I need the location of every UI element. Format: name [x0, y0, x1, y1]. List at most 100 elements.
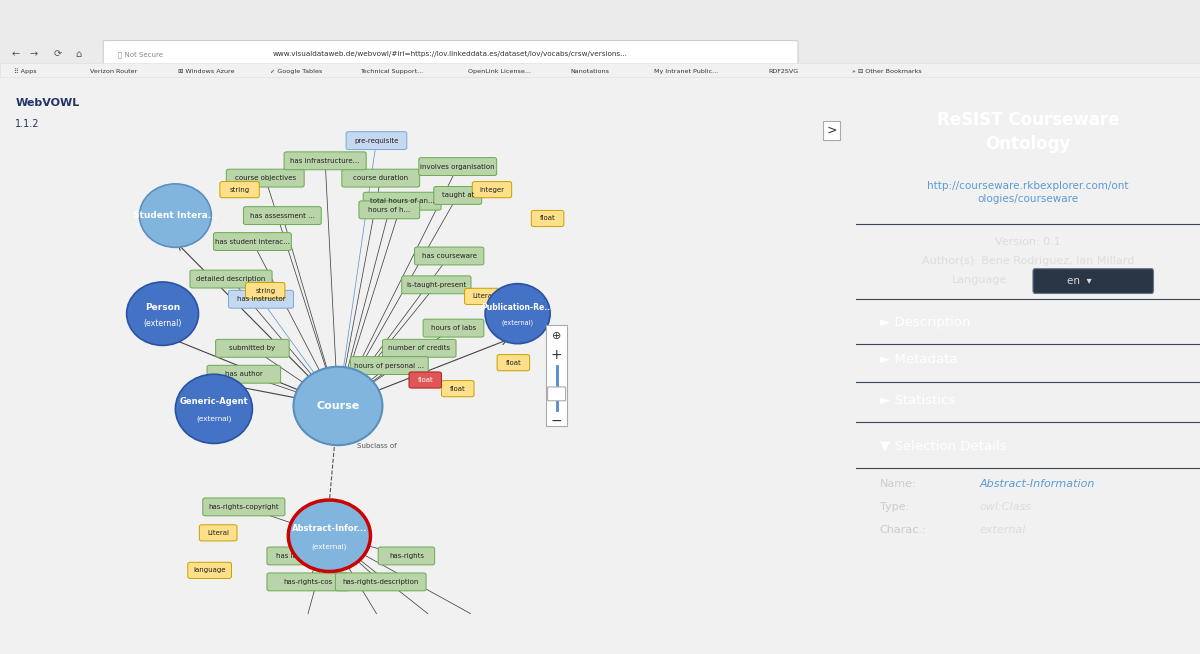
Text: My Intranet Public...: My Intranet Public...	[654, 69, 718, 74]
Text: number of credits: number of credits	[388, 345, 450, 351]
Text: Literal: Literal	[473, 294, 494, 300]
Text: ReSIST Courseware
Ontology: ReSIST Courseware Ontology	[936, 111, 1120, 153]
Text: string: string	[256, 288, 275, 294]
Text: has-rights-description: has-rights-description	[342, 579, 419, 585]
FancyBboxPatch shape	[266, 573, 349, 591]
FancyBboxPatch shape	[0, 0, 1200, 77]
FancyBboxPatch shape	[424, 319, 484, 337]
Text: has student interac...: has student interac...	[215, 239, 290, 245]
Text: Nanotations: Nanotations	[570, 69, 610, 74]
Text: submitted by: submitted by	[229, 345, 276, 351]
FancyBboxPatch shape	[284, 152, 366, 170]
Text: http://courseware.rkbexplorer.com/ont
ologies/courseware: http://courseware.rkbexplorer.com/ont ol…	[928, 181, 1128, 204]
FancyBboxPatch shape	[473, 182, 511, 198]
Text: (external): (external)	[197, 416, 232, 422]
Text: ► Metadata: ► Metadata	[880, 353, 958, 366]
FancyBboxPatch shape	[497, 354, 529, 371]
FancyBboxPatch shape	[190, 270, 272, 288]
Text: has-rights-copyright: has-rights-copyright	[209, 504, 280, 510]
Text: WebVOWL: WebVOWL	[16, 98, 79, 108]
Text: course duration: course duration	[353, 175, 408, 181]
Text: ⊞ Windows Azure: ⊞ Windows Azure	[178, 69, 234, 74]
Text: →: →	[30, 49, 37, 60]
FancyBboxPatch shape	[532, 211, 564, 226]
Text: Type:: Type:	[880, 502, 908, 512]
FancyBboxPatch shape	[342, 169, 420, 187]
Text: (external): (external)	[312, 543, 347, 550]
Text: string: string	[229, 186, 250, 193]
Text: ⌂: ⌂	[74, 49, 82, 60]
Text: Publication-Re...: Publication-Re...	[481, 303, 553, 312]
FancyBboxPatch shape	[203, 498, 284, 516]
FancyBboxPatch shape	[409, 372, 442, 388]
FancyBboxPatch shape	[228, 290, 294, 308]
Text: Student Intera...: Student Intera...	[133, 211, 218, 220]
Text: >: >	[827, 124, 836, 137]
Text: Name:: Name:	[880, 479, 917, 489]
FancyBboxPatch shape	[464, 288, 503, 305]
Text: ⟳: ⟳	[54, 49, 61, 60]
Text: ←: ←	[12, 49, 19, 60]
FancyBboxPatch shape	[0, 63, 1200, 77]
FancyBboxPatch shape	[227, 169, 304, 187]
Text: +: +	[551, 348, 563, 362]
Text: Technical Support...: Technical Support...	[360, 69, 424, 74]
Text: www.visualdataweb.de/webvowl/#iri=https://lov.linkeddata.es/dataset/lov/vocabs/c: www.visualdataweb.de/webvowl/#iri=https:…	[272, 51, 628, 58]
Text: 🔒 Not Secure: 🔒 Not Secure	[118, 51, 163, 58]
Text: Subclass of: Subclass of	[356, 443, 396, 449]
Ellipse shape	[139, 184, 211, 247]
Ellipse shape	[294, 367, 383, 445]
Text: float: float	[505, 360, 521, 366]
Text: Version: 0.1: Version: 0.1	[995, 237, 1061, 247]
Text: RDF2SVG: RDF2SVG	[768, 69, 798, 74]
Text: has-rights: has-rights	[389, 553, 424, 559]
Text: Charac.:: Charac.:	[880, 525, 926, 535]
Text: » ⊟ Other Bookmarks: » ⊟ Other Bookmarks	[852, 69, 922, 74]
Text: hours of h...: hours of h...	[368, 207, 410, 213]
Text: Person: Person	[145, 303, 180, 312]
Text: Literal: Literal	[208, 530, 229, 536]
FancyBboxPatch shape	[547, 387, 565, 401]
FancyBboxPatch shape	[414, 247, 484, 265]
FancyBboxPatch shape	[546, 325, 568, 426]
Text: (external): (external)	[502, 319, 534, 326]
Ellipse shape	[485, 284, 550, 343]
Text: total hours of an...: total hours of an...	[370, 198, 434, 204]
FancyBboxPatch shape	[378, 547, 434, 565]
Text: has infrastructure...: has infrastructure...	[290, 158, 360, 164]
Text: Course: Course	[317, 401, 360, 411]
Text: ⊕: ⊕	[552, 330, 562, 341]
Text: hours of labs: hours of labs	[431, 325, 476, 331]
FancyBboxPatch shape	[383, 339, 456, 357]
Text: Abstract-Information: Abstract-Information	[979, 479, 1094, 489]
Text: taught at: taught at	[442, 192, 474, 198]
Text: float: float	[418, 377, 433, 383]
FancyBboxPatch shape	[199, 525, 238, 541]
Text: Language:: Language:	[952, 275, 1012, 285]
FancyBboxPatch shape	[244, 207, 322, 224]
Text: en  ▾: en ▾	[1067, 276, 1092, 286]
Text: ⠿ Apps: ⠿ Apps	[14, 69, 37, 74]
Text: has author: has author	[224, 371, 263, 377]
Ellipse shape	[288, 500, 371, 572]
Text: OpenLink License...: OpenLink License...	[468, 69, 530, 74]
Text: hours of personal ...: hours of personal ...	[354, 362, 425, 369]
Ellipse shape	[127, 282, 198, 345]
FancyBboxPatch shape	[216, 339, 289, 357]
Text: Generic-Agent: Generic-Agent	[180, 398, 248, 406]
FancyBboxPatch shape	[419, 158, 497, 175]
FancyBboxPatch shape	[246, 283, 284, 299]
Text: float: float	[450, 386, 466, 392]
Text: ► Description: ► Description	[880, 316, 971, 329]
FancyBboxPatch shape	[364, 192, 442, 210]
Text: integer: integer	[480, 186, 504, 193]
Text: ✓ Google Tables: ✓ Google Tables	[270, 69, 323, 74]
Text: (external): (external)	[143, 318, 181, 328]
Text: has language: has language	[276, 553, 323, 559]
Text: float: float	[540, 216, 556, 222]
Text: pre-requisite: pre-requisite	[354, 137, 398, 144]
FancyBboxPatch shape	[214, 233, 292, 250]
FancyBboxPatch shape	[220, 182, 259, 198]
FancyBboxPatch shape	[266, 547, 332, 565]
FancyBboxPatch shape	[402, 276, 472, 294]
